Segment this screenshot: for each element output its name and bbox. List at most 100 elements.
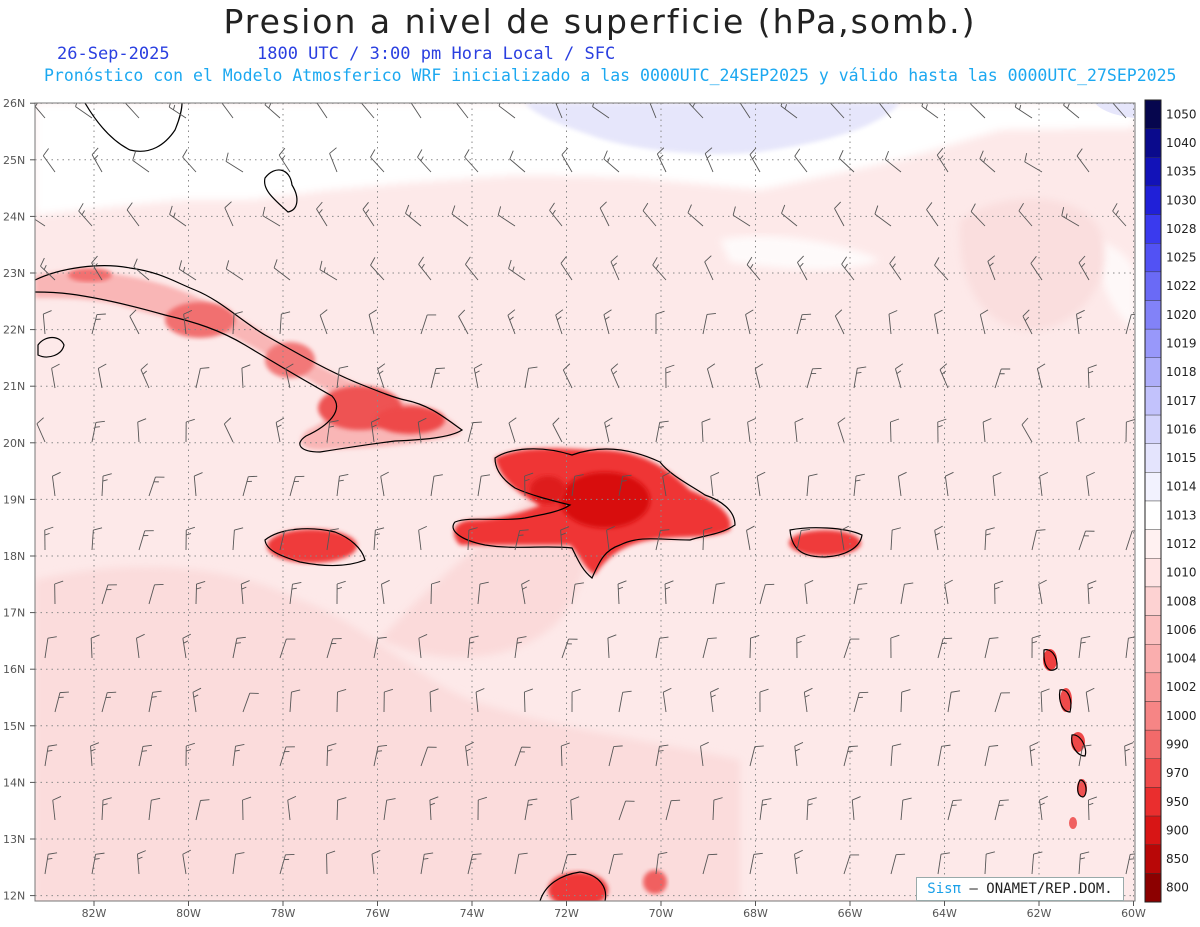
wind-barb [700,741,709,767]
pressure-field [35,103,1135,901]
colorbar-label: 1019 [1166,336,1197,350]
wind-barb [138,530,154,551]
latitude-labels: 26N 25N 24N 23N 22N 21N 20N 19N 18N 17N 16N 15N 14N 1… [3,97,35,903]
wind-barb [1085,687,1095,713]
wind-barb [889,256,902,281]
wind-barb [326,638,342,659]
wind-barb [687,204,704,227]
lesser-antilles-2 [1058,689,1072,713]
wind-barb [710,687,719,713]
wind-barb [1078,744,1092,767]
wind-barb [1063,103,1080,119]
colorbar-label: 800 [1166,881,1189,895]
wind-barb [319,260,338,281]
wind-barb [381,579,390,605]
wind-barb [853,691,869,713]
lat-label: 24N [3,210,25,223]
wind-barb [560,742,570,767]
colorbar-label: 1016 [1166,422,1197,436]
colorbar-label: 950 [1166,795,1189,809]
wind-barb [702,637,717,659]
wind-barb [455,103,469,119]
wind-barb [420,314,437,335]
wind-barb [514,746,531,767]
wind-barb [655,310,665,335]
wind-barb [523,688,534,713]
colorbar-swatch [1144,701,1162,731]
wind-barb [285,363,294,389]
wind-barb [410,103,422,119]
wind-barb [477,474,491,497]
wind-barb [278,147,291,173]
wind-barb [592,103,610,119]
wind-barb [745,309,754,335]
wind-barb [289,689,301,713]
wind-barb [608,853,623,875]
map-frame [34,102,1136,902]
puerto-rico-coastline [789,527,863,558]
wind-barb [1076,417,1085,443]
wind-barb [749,745,764,767]
wind-barb [42,310,52,335]
wind-barb [1112,103,1127,119]
wind-barb [603,150,620,173]
colorbar-label: 1008 [1166,594,1197,608]
wind-barb [40,257,56,281]
wind-barb [732,206,751,227]
wind-barb [604,417,613,443]
model-run-info: Pronóstico con el Modelo Atmosferico WRF… [44,66,1177,85]
colorbar-swatch [1144,300,1162,330]
wind-barb [890,743,902,767]
wind-barb [1078,635,1091,659]
wind-barb [570,796,580,821]
wind-barb [148,690,162,713]
wind-barb [195,367,210,389]
wind-barb [316,201,328,227]
wind-barb [279,746,295,767]
wind-barb [475,688,485,713]
wind-barb [498,103,516,119]
wind-barb [182,633,192,659]
wind-barb [803,687,813,713]
lesser-antilles-3 [1071,734,1087,757]
wind-barb [101,691,117,713]
wind-barb [467,421,482,443]
wind-barb [242,475,258,497]
wind-barb [1086,471,1095,497]
wind-barb [837,417,846,443]
wind-barb [370,417,380,443]
wind-barb [756,471,766,497]
wind-barb [947,799,962,821]
wind-barb [982,418,992,443]
wind-barb [1078,255,1090,281]
wind-barb [91,852,105,875]
wind-barb [221,103,234,119]
wind-barb [1031,851,1043,875]
wind-barb [225,260,244,281]
wind-barb [712,582,726,605]
wind-barb [429,796,439,821]
wind-barb [746,256,761,281]
wind-barb [52,795,62,821]
lesser-antilles-1 [1043,649,1058,671]
wind-barb [373,636,387,659]
wind-barb [794,418,804,443]
colorbar-label: 1022 [1166,279,1197,293]
wind-barb [514,852,528,875]
isla-juventud-coastline [37,336,65,358]
wind-barb [44,744,58,767]
wind-barb [477,796,487,821]
wind-barb [994,580,1004,605]
colorbar-swatch [1144,99,1162,129]
wind-barb [336,580,346,605]
wind-barb [418,525,427,551]
wind-barb [430,474,443,497]
colorbar-swatch [1144,243,1162,273]
colorbar-swatch [1144,357,1162,387]
wind-barb [1039,471,1049,497]
wind-barb [508,259,526,281]
wind-barb [195,799,210,821]
wind-barb [796,528,811,551]
lon-label: 76W [365,907,390,920]
colorbar-label: 900 [1166,823,1189,837]
